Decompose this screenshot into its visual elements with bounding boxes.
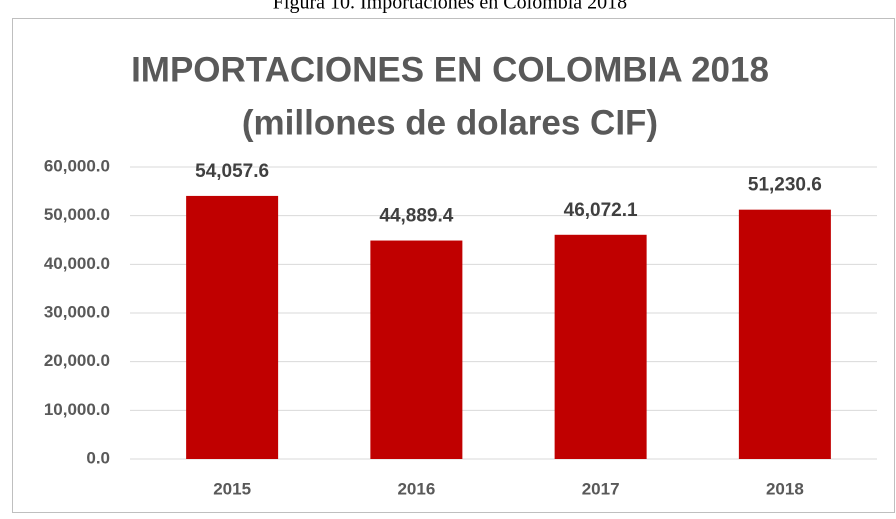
x-tick-label: 2017: [582, 479, 620, 498]
y-tick-label: 20,000.0: [44, 351, 110, 370]
chart-title: (millones de dolares CIF): [242, 103, 658, 142]
caption: Figura 10. Importaciones en Colombia 201…: [273, 0, 627, 14]
y-tick-label: 30,000.0: [44, 302, 110, 321]
y-tick-label: 40,000.0: [44, 254, 110, 273]
chart-title: IMPORTACIONES EN COLOMBIA 2018: [131, 50, 769, 89]
data-label: 46,072.1: [564, 200, 638, 221]
y-tick-label: 10,000.0: [44, 400, 110, 419]
x-tick-label: 2015: [213, 479, 251, 498]
bar: [370, 240, 463, 459]
data-label: 54,057.6: [195, 161, 269, 182]
data-label: 44,889.4: [379, 206, 453, 227]
bar: [554, 234, 647, 459]
bar: [738, 209, 831, 459]
y-tick-label: 0.0: [86, 448, 110, 467]
x-tick-label: 2018: [766, 479, 804, 498]
y-tick-label: 60,000.0: [44, 156, 110, 175]
y-tick-label: 50,000.0: [44, 205, 110, 224]
bar: [186, 195, 279, 459]
data-label: 51,230.6: [748, 175, 822, 196]
x-tick-label: 2016: [397, 479, 435, 498]
